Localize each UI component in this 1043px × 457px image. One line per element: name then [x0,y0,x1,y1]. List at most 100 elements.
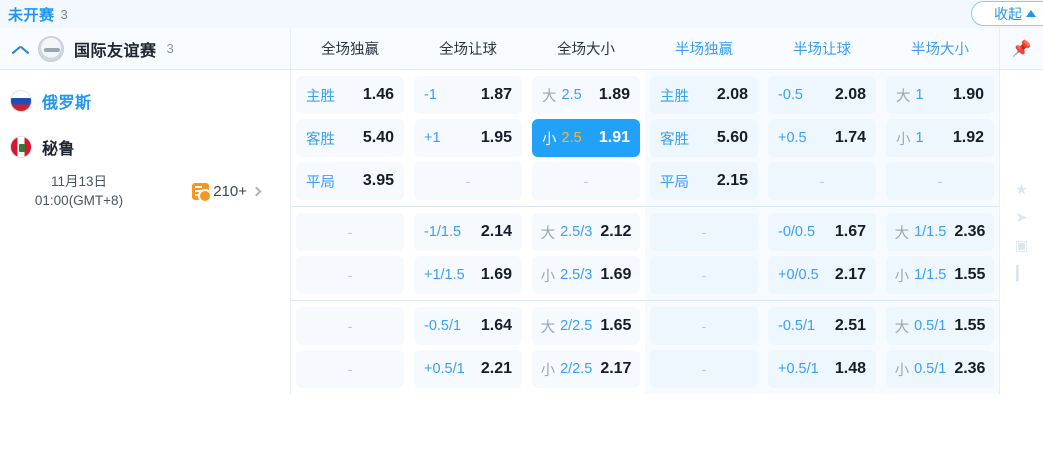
odds-label: 小 [894,362,910,379]
odds-cell[interactable]: 平局 2.15 [650,162,758,200]
flag-russia-icon [10,90,32,112]
column-header-full-handicap[interactable]: 全场让球 [409,28,527,69]
match-meta: 11月13日 01:00(GMT+8) 210+ [0,170,290,210]
odds-dash: - [583,173,589,189]
right-rail: ★ ➤ ▣ ▎ [999,70,1043,394]
odds-group-full-overunder-1: 大 2.5 1.89 小 2.5 1.91 - [527,70,645,206]
odds-price: 5.40 [362,129,394,146]
odds-line: 1 [915,130,924,146]
league-match-count: 3 [166,41,174,56]
odds-price: 2.12 [600,223,632,240]
stats-count: 210+ [213,182,247,200]
odds-group-half-win-2: - - [645,207,763,300]
odds-dash: - [937,173,943,189]
league-header[interactable]: 国际友谊赛 3 [0,28,291,69]
star-icon[interactable]: ★ [1015,181,1028,197]
bar-icon[interactable]: ▎ [1016,265,1027,281]
odds-price: 2.36 [954,360,986,377]
odds-cell[interactable]: -0.5 2.08 [768,76,876,114]
collapse-button-label: 收起 [994,5,1022,22]
odds-price: 2.17 [600,360,632,377]
home-team[interactable]: 俄罗斯 [0,78,290,124]
odds-cell[interactable]: -1/1.5 2.14 [414,213,522,251]
odds-label: 主胜 [660,88,689,105]
odds-cell[interactable]: 小 1 1.92 [886,119,994,157]
pushpin-icon[interactable]: 📌 [999,28,1043,69]
odds-dash: - [701,224,707,240]
odds-group-full-handicap-2: -1/1.5 2.14 +1/1.5 1.69 [409,207,527,300]
odds-group-full-handicap-3: -0.5/1 1.64 +0.5/1 2.21 [409,301,527,394]
odds-cell[interactable]: -0.5/1 1.64 [414,307,522,345]
odds-label: +0.5/1 [778,361,819,377]
odds-price: 1.92 [952,129,984,146]
odds-dash: - [701,318,707,334]
odds-cell[interactable]: 客胜 5.60 [650,119,758,157]
odds-cell[interactable]: +0/0.5 2.17 [768,256,876,294]
stats-badge[interactable]: 210+ [192,182,262,203]
column-header-half-win[interactable]: 半场独赢 [645,28,763,69]
odds-cell[interactable]: -0/0.5 1.67 [768,213,876,251]
chevron-right-icon[interactable] [251,186,262,196]
odds-cell[interactable]: +0.5/1 2.21 [414,350,522,388]
cursor-arrow-icon[interactable]: ➤ [1015,209,1028,225]
column-header-full-win[interactable]: 全场独赢 [291,28,409,69]
column-header-full-overunder[interactable]: 全场大小 [527,28,645,69]
match-info-column: 俄罗斯 秘鲁 11月13日 01:00(GMT+8) 210+ [0,70,291,394]
odds-cell-selected[interactable]: 小 2.5 1.91 [532,119,640,157]
odds-price: 2.15 [716,172,748,189]
odds-cell[interactable]: 主胜 2.08 [650,76,758,114]
odds-cell[interactable]: +0.5 1.74 [768,119,876,157]
collapse-button[interactable]: 收起 [971,1,1043,26]
odds-price: 1.90 [952,86,984,103]
column-header-half-handicap[interactable]: 半场让球 [763,28,881,69]
odds-dash: - [701,267,707,283]
odds-dash: - [347,224,353,240]
odds-cell[interactable]: 主胜 1.46 [296,76,404,114]
odds-block-3: - - -0.5/1 1.64 +0.5/1 2.21 大 [291,300,999,394]
odds-cell[interactable]: -1 1.87 [414,76,522,114]
odds-cell-empty: - [650,307,758,345]
odds-cell[interactable]: 小 2.5/3 1.69 [532,256,640,294]
odds-cell[interactable]: 大 2.5/3 2.12 [532,213,640,251]
odds-block-2: - - -1/1.5 2.14 +1/1.5 1.69 大 [291,206,999,300]
monitor-icon[interactable]: ▣ [1014,237,1029,253]
odds-cell[interactable]: 大 1 1.90 [886,76,994,114]
odds-price: 1.87 [480,86,512,103]
odds-label: -0.5/1 [424,318,462,334]
away-team[interactable]: 秘鲁 [0,124,290,170]
status-bar: 未开赛 3 收起 [0,0,1043,28]
odds-cell[interactable]: +0.5/1 1.48 [768,350,876,388]
league-header-row: 国际友谊赛 3 全场独赢 全场让球 全场大小 半场独赢 半场让球 半场大小 📌 [0,28,1043,70]
odds-cell[interactable]: 平局 3.95 [296,162,404,200]
away-team-name: 秘鲁 [42,141,76,158]
odds-cell[interactable]: 大 2.5 1.89 [532,76,640,114]
odds-cell[interactable]: 客胜 5.40 [296,119,404,157]
odds-cell[interactable]: 大 2/2.5 1.65 [532,307,640,345]
odds-group-full-win-3: - - [291,301,409,394]
odds-label: +0/0.5 [778,267,819,283]
odds-label: -0.5/1 [778,318,816,334]
odds-label: +0.5 [778,130,807,146]
odds-dash: - [465,173,471,189]
odds-group-half-win-1: 主胜 2.08 客胜 5.60 平局 2.15 [645,70,763,206]
odds-cell-empty: - [650,350,758,388]
odds-cell[interactable]: 小 0.5/1 2.36 [886,350,994,388]
odds-price: 2.21 [480,360,512,377]
odds-cell[interactable]: +1/1.5 1.69 [414,256,522,294]
odds-line: 2/2.5 [560,361,593,377]
odds-label: 客胜 [306,131,335,148]
odds-line: 2.5 [561,130,582,146]
league-logo-icon [38,35,64,62]
odds-cell[interactable]: 小 2/2.5 2.17 [532,350,640,388]
odds-label: 平局 [306,174,335,191]
status-count: 3 [60,6,68,22]
column-header-half-overunder[interactable]: 半场大小 [881,28,999,69]
odds-line: 2.5/3 [560,267,593,283]
odds-cell[interactable]: 小 1/1.5 1.55 [886,256,994,294]
odds-cell-empty: - [296,307,404,345]
odds-cell[interactable]: 大 1/1.5 2.36 [886,213,994,251]
odds-cell[interactable]: 大 0.5/1 1.55 [886,307,994,345]
odds-cell[interactable]: -0.5/1 2.51 [768,307,876,345]
odds-cell[interactable]: +1 1.95 [414,119,522,157]
match-datetime: 11月13日 01:00(GMT+8) [14,172,144,210]
